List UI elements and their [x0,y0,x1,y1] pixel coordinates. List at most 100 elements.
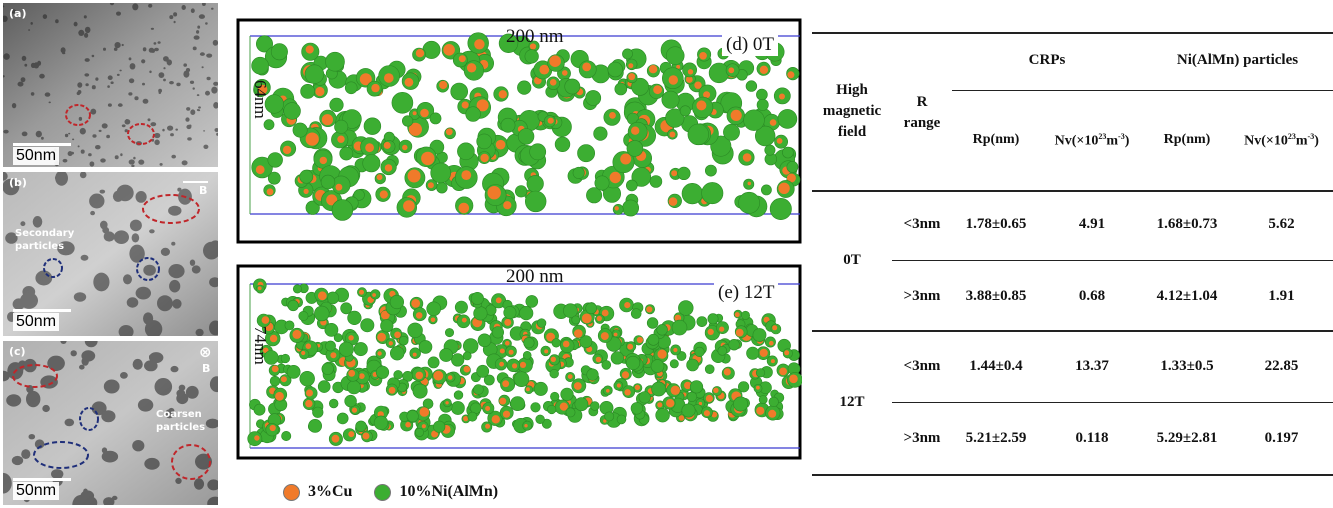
ni-cluster [287,299,299,312]
precipitate-speck [190,109,196,115]
cu-cluster [646,306,653,313]
cu-cluster [502,410,511,418]
ni-cluster [704,364,715,374]
precipitate-speck [186,107,191,111]
ni-cluster [380,319,394,333]
precipitate-speck [80,254,89,261]
cu-cluster [789,374,798,384]
cu-cluster [384,164,393,172]
precipitate-speck [213,81,218,86]
ni-cluster [622,199,640,217]
ni-cluster [626,140,644,157]
precipitate-speck [158,88,163,93]
cu-cluster [487,186,501,200]
crp-nv-cell: 0.68 [1078,288,1106,304]
precipitate-speck [202,3,206,6]
ni-cluster [651,381,667,397]
precipitate-speck [154,47,159,52]
cu-cluster [694,81,702,89]
precipitate-speck [110,81,114,84]
precipitate-speck [28,434,36,440]
ni-cluster [412,383,428,399]
cu-cluster [439,80,448,90]
cu-cluster [601,309,609,317]
precipitate-speck [68,132,71,135]
cu-cluster [305,45,314,54]
precipitate-speck [120,372,128,379]
precipitate-speck [90,108,97,115]
ni-cluster [733,396,749,412]
precipitate-speck [199,52,205,56]
precipitate-speck [17,81,24,87]
ni-cluster [764,144,776,156]
cu-cluster [787,71,795,79]
cu-cluster [377,351,382,356]
ni-cluster [708,62,730,84]
cu-cluster [614,206,619,211]
precipitate-speck [181,5,186,10]
precipitate-speck [20,221,26,227]
cu-cluster [394,331,401,339]
precipitate-speck [157,41,161,44]
cu-cluster [415,371,424,380]
cu-cluster [379,190,388,199]
precipitate-speck [95,145,101,150]
ni-cluster [373,415,389,431]
ni-cluster [331,199,354,221]
precipitate-speck [113,230,129,244]
range-cell: >3nm [903,288,941,304]
ni-cluster [326,291,340,305]
cu-cluster [728,67,735,74]
header-crp-nv: Nv(×1023m-3) [1040,132,1144,150]
cu-cluster [505,340,510,346]
cu-cluster [335,183,343,191]
precipitate-speck [151,138,155,142]
precipitate-speck [101,123,108,129]
precipitate-speck [133,156,136,160]
cu-cluster [769,119,777,126]
cu-cluster [388,386,396,394]
cu-cluster [519,361,527,368]
header-field: High magnetic field [812,80,892,143]
precipitate-speck [126,297,139,308]
cu-cluster [687,69,694,75]
ni-cluster [267,152,283,168]
precipitate-speck [103,497,115,505]
precipitate-speck [123,274,132,285]
ni-cluster [655,408,670,423]
ni-cluster [325,340,336,352]
precipitate-speck [57,241,75,256]
row-rule-0t [892,260,1333,261]
ni-cluster [594,175,610,191]
cu-cluster [445,401,449,405]
cu-cluster [603,419,607,423]
scale-bar-b [13,309,71,312]
precipitate-speck [103,47,106,51]
ni-cluster [607,61,623,78]
precipitate-speck [176,82,181,87]
header-range-line-1: R [916,94,928,110]
precipitate-speck [79,172,87,179]
cu-cluster [258,84,268,95]
precipitate-speck [148,3,153,8]
cu-cluster [648,65,658,74]
cu-cluster [485,406,491,411]
precipitate-speck [84,26,91,34]
ni-cluster [630,308,642,319]
crp-rp-cell: 5.21±2.59 [965,430,1027,446]
header-bottom-rule [812,190,1333,192]
cu-cluster [388,341,393,346]
cu-cluster [778,182,790,194]
ni-cluster [473,384,484,395]
precipitate-speck [60,47,66,54]
ni-cluster [554,136,571,153]
field-into-page-icon: ⊗ [199,343,212,361]
cu-cluster [768,409,777,418]
precipitate-speck [167,125,174,131]
precipitate-speck [112,190,124,202]
header-group-crp: CRPs [1028,52,1066,68]
precipitate-speck [183,63,187,67]
precipitate-speck [6,394,22,407]
precipitate-speck [207,479,218,491]
precipitate-speck [106,134,110,139]
